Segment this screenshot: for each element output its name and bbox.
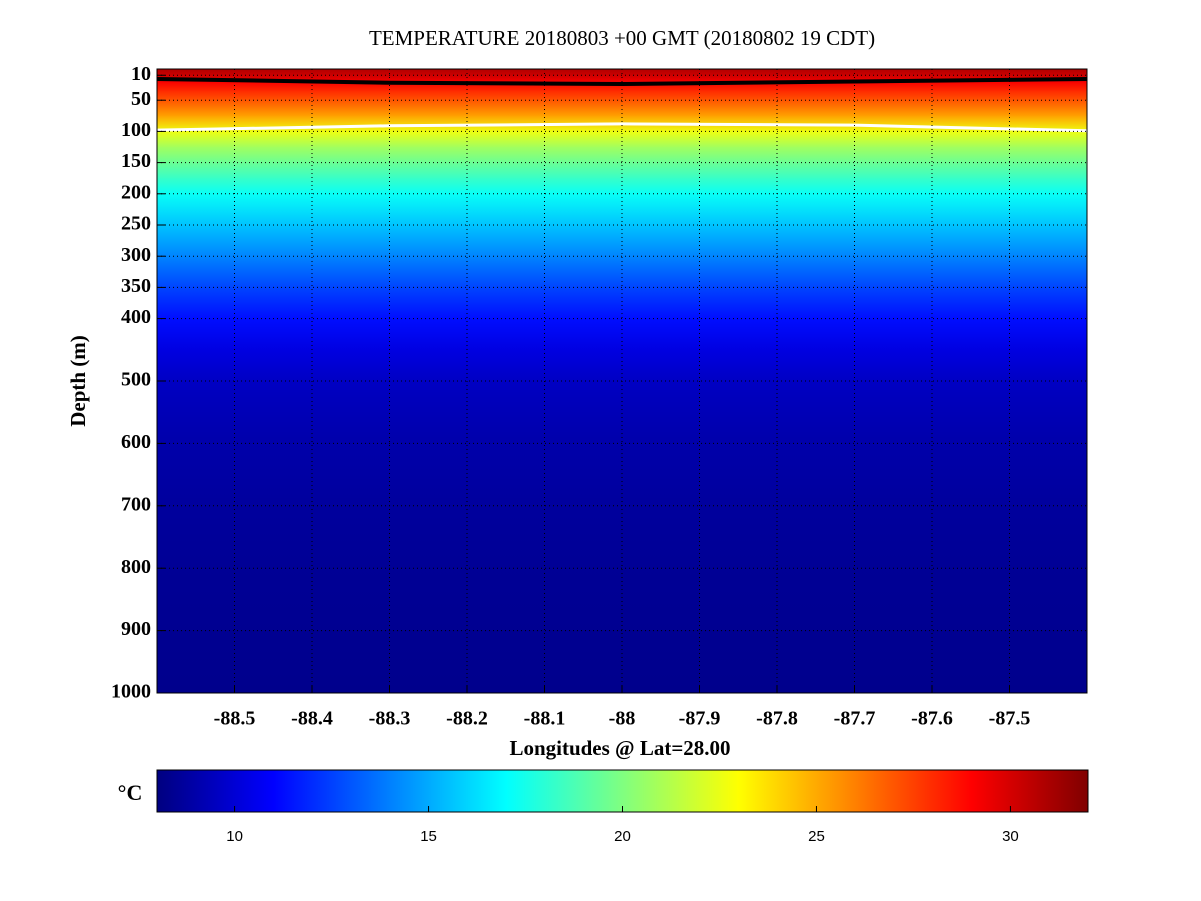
y-tick-label: 1000	[111, 681, 151, 703]
colorbar-tick-label: 20	[614, 828, 631, 845]
colorbar-tick-label: 25	[808, 828, 825, 845]
y-tick-label: 200	[121, 181, 151, 203]
y-tick-label: 250	[121, 213, 151, 235]
temperature-layer	[157, 178, 1087, 195]
temperature-layer	[157, 381, 1087, 444]
x-tick-label: -87.8	[756, 708, 798, 730]
x-tick-label: -88	[609, 708, 636, 730]
x-tick-label: -88.5	[214, 708, 256, 730]
y-tick-label: 800	[121, 556, 151, 578]
x-tick-label: -87.7	[834, 708, 876, 730]
x-tick-label: -87.6	[911, 708, 953, 730]
colorbar-tick-label: 10	[226, 828, 243, 845]
temperature-layer	[157, 256, 1087, 288]
y-tick-label: 150	[121, 150, 151, 172]
colorbar-label: °C	[118, 780, 143, 805]
temperature-layer	[157, 75, 1087, 82]
temperature-layer	[157, 287, 1087, 320]
y-tick-label: 300	[121, 244, 151, 266]
x-tick-label: -88.1	[524, 708, 566, 730]
chart-title: TEMPERATURE 20180803 +00 GMT (20180802 1…	[369, 26, 875, 50]
colorbar-tick-label: 30	[1002, 828, 1019, 845]
temperature-layer	[157, 162, 1087, 179]
y-tick-label: 500	[121, 369, 151, 391]
temperature-layer	[157, 100, 1087, 117]
y-tick-label: 100	[121, 119, 151, 141]
temperature-layer	[157, 147, 1087, 164]
temperature-layer	[157, 568, 1087, 632]
temperature-layer	[157, 81, 1087, 92]
temperature-layer	[157, 90, 1087, 101]
contour-line	[156, 122, 1088, 133]
plot-frame	[156, 68, 1088, 694]
temperature-layer	[157, 630, 1087, 694]
y-tick-label: 350	[121, 275, 151, 297]
x-tick-label: -88.3	[369, 708, 411, 730]
colorbar-tick-label: 15	[420, 828, 437, 845]
temperature-layer	[157, 443, 1087, 507]
x-tick-label: -88.2	[446, 708, 488, 730]
colorbar	[156, 769, 1089, 813]
y-tick-label: 400	[121, 306, 151, 328]
temperature-layer	[157, 69, 1087, 76]
x-tick-label: -87.9	[679, 708, 721, 730]
y-tick-label: 900	[121, 618, 151, 640]
y-tick-label: 600	[121, 431, 151, 453]
x-tick-label: -88.4	[291, 708, 333, 730]
temperature-layer	[157, 225, 1087, 257]
y-axis-label: Depth (m)	[66, 335, 90, 427]
x-tick-label: -87.5	[989, 708, 1031, 730]
temperature-layer	[157, 131, 1087, 148]
y-tick-label: 700	[121, 493, 151, 515]
x-axis-label: Longitudes @ Lat=28.00	[509, 736, 730, 760]
y-tick-label: 50	[131, 88, 151, 110]
y-tick-label: 10	[131, 63, 151, 85]
